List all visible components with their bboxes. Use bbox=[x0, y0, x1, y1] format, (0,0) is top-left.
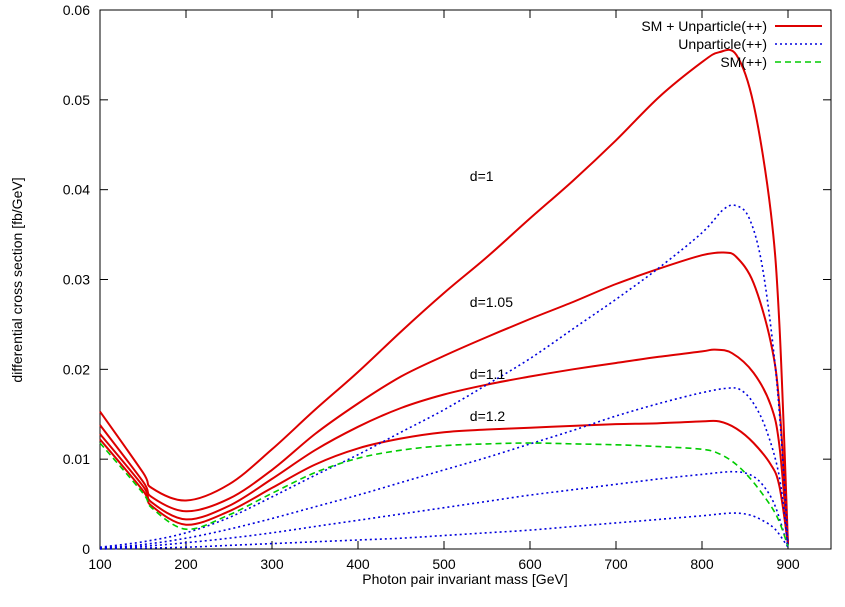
x-tick-label: 600 bbox=[518, 556, 542, 572]
legend-label: SM(++) bbox=[720, 54, 767, 70]
annotations-layer: d=1 d=1.05 d=1.1 d=1.2 bbox=[470, 168, 513, 424]
series-line-sm-unparticle-d105 bbox=[99, 251, 789, 545]
series-line-sm bbox=[99, 442, 789, 547]
y-tick-label: 0 bbox=[82, 541, 90, 557]
legend-label: Unparticle(++) bbox=[678, 36, 767, 52]
x-tick-label: 100 bbox=[88, 556, 112, 572]
series-line-unparticle-d1 bbox=[99, 204, 789, 548]
y-tick-label: 0.01 bbox=[63, 451, 90, 467]
axis-ticks: 100 200 300 400 500 600 700 800 900 0 0.01 0.02 0.03… bbox=[63, 2, 831, 572]
x-tick-label: 200 bbox=[174, 556, 198, 572]
legend: SM + Unparticle(++) Unparticle(++) SM(++) bbox=[641, 18, 822, 70]
plot-frame bbox=[99, 9, 832, 550]
y-tick-label: 0.03 bbox=[63, 272, 90, 288]
y-tick-label: 0.02 bbox=[63, 361, 90, 377]
curve-annotation: d=1.2 bbox=[470, 408, 506, 424]
x-axis-label: Photon pair invariant mass [GeV] bbox=[362, 571, 567, 587]
curve-annotation: d=1.1 bbox=[470, 366, 506, 382]
x-tick-label: 800 bbox=[690, 556, 714, 572]
legend-label: SM + Unparticle(++) bbox=[641, 18, 767, 34]
series-line-unparticle-d105 bbox=[99, 387, 789, 549]
y-tick-label: 0.06 bbox=[63, 2, 90, 18]
x-tick-label: 500 bbox=[432, 556, 456, 572]
x-tick-label: 700 bbox=[604, 556, 628, 572]
series-line-sm-unparticle-d12 bbox=[99, 419, 789, 545]
x-tick-label: 900 bbox=[776, 556, 800, 572]
x-tick-label: 300 bbox=[260, 556, 284, 572]
series-line-sm-unparticle-d11 bbox=[99, 348, 789, 545]
y-tick-label: 0.04 bbox=[63, 182, 90, 198]
curve-annotation: d=1 bbox=[470, 168, 494, 184]
y-axis-label: differential cross section [fb/GeV] bbox=[9, 177, 25, 382]
curve-annotation: d=1.05 bbox=[470, 294, 513, 310]
x-tick-label: 400 bbox=[346, 556, 370, 572]
series-line-sm-unparticle-d1 bbox=[99, 48, 789, 545]
y-tick-label: 0.05 bbox=[63, 92, 90, 108]
series-line-unparticle-d11 bbox=[99, 470, 789, 549]
series-layer bbox=[99, 48, 789, 550]
